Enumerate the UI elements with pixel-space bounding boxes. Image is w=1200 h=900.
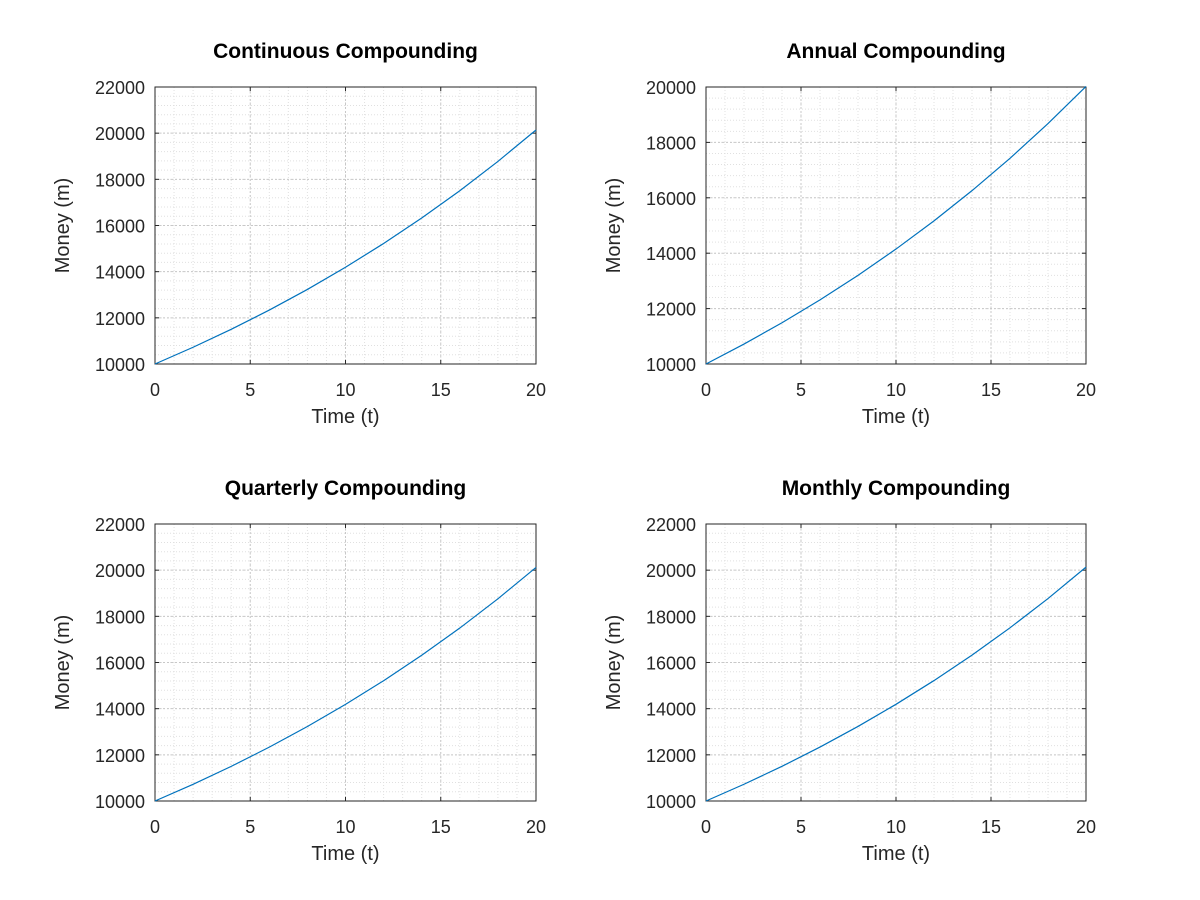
grid [154,523,537,802]
y-tick-label: 14000 [646,700,696,720]
y-tick-label: 20000 [95,124,145,144]
y-tick-label: 10000 [646,355,696,375]
series-line [705,85,1087,365]
x-tick-label: 5 [796,817,806,837]
y-tick-label: 14000 [646,244,696,264]
y-axis-label: Money (m) [52,178,74,274]
y-tick-label: 18000 [95,170,145,190]
x-tick-label: 15 [981,380,1001,400]
series-line [705,566,1087,802]
y-tick-label: 16000 [646,189,696,209]
y-tick-label: 22000 [646,515,696,535]
y-tick-label: 20000 [646,78,696,98]
chart-title: Monthly Compounding [782,477,1011,500]
x-axis-label: Time (t) [862,406,930,428]
grid [705,523,1087,802]
y-tick-label: 18000 [95,607,145,627]
x-tick-label: 0 [701,817,711,837]
x-tick-label: 15 [431,817,451,837]
x-tick-label: 10 [335,380,355,400]
y-tick-label: 22000 [95,515,145,535]
x-tick-label: 5 [796,380,806,400]
chart-title: Annual Compounding [786,40,1005,63]
y-tick-label: 18000 [646,133,696,153]
y-tick-label: 20000 [95,561,145,581]
chart-panel-monthly: Monthly Compounding Time (t) Money (m) 0… [603,477,1096,865]
y-tick-label: 16000 [95,217,145,237]
y-tick-label: 12000 [95,309,145,329]
chart-panel-quarterly: Quarterly Compounding Time (t) Money (m)… [52,477,546,865]
x-axis-label: Time (t) [862,843,930,865]
x-tick-label: 0 [701,380,711,400]
y-tick-label: 14000 [95,700,145,720]
y-tick-label: 12000 [95,746,145,766]
chart-panel-annual: Annual Compounding Time (t) Money (m) 0 5… [603,40,1096,428]
grid [154,86,537,365]
x-tick-label: 0 [150,380,160,400]
y-tick-label: 14000 [95,263,145,283]
chart-title: Quarterly Compounding [225,477,467,500]
x-tick-label: 10 [886,817,906,837]
y-tick-label: 22000 [95,78,145,98]
y-tick-label: 16000 [95,654,145,674]
y-tick-label: 10000 [95,355,145,375]
x-axis-label: Time (t) [311,406,379,428]
x-axis-label: Time (t) [311,843,379,865]
x-tick-label: 10 [335,817,355,837]
y-axis-label: Money (m) [603,178,625,274]
x-tick-label: 0 [150,817,160,837]
x-tick-label: 20 [1076,380,1096,400]
series-line [154,129,537,365]
series-line [154,566,537,802]
x-tick-label: 15 [981,817,1001,837]
x-tick-label: 5 [245,380,255,400]
y-axis-label: Money (m) [603,615,625,711]
x-tick-label: 15 [431,380,451,400]
y-tick-label: 12000 [646,300,696,320]
x-tick-label: 20 [526,817,546,837]
y-tick-label: 10000 [95,792,145,812]
grid [705,86,1087,365]
x-tick-label: 20 [526,380,546,400]
chart-panel-continuous: Continuous Compounding Time (t) Money (m… [52,40,546,428]
y-tick-label: 16000 [646,654,696,674]
y-tick-label: 20000 [646,561,696,581]
x-tick-label: 10 [886,380,906,400]
y-tick-label: 18000 [646,607,696,627]
x-tick-label: 5 [245,817,255,837]
y-tick-label: 10000 [646,792,696,812]
chart-title: Continuous Compounding [213,40,478,63]
y-axis-label: Money (m) [52,615,74,711]
x-tick-label: 20 [1076,817,1096,837]
y-tick-label: 12000 [646,746,696,766]
